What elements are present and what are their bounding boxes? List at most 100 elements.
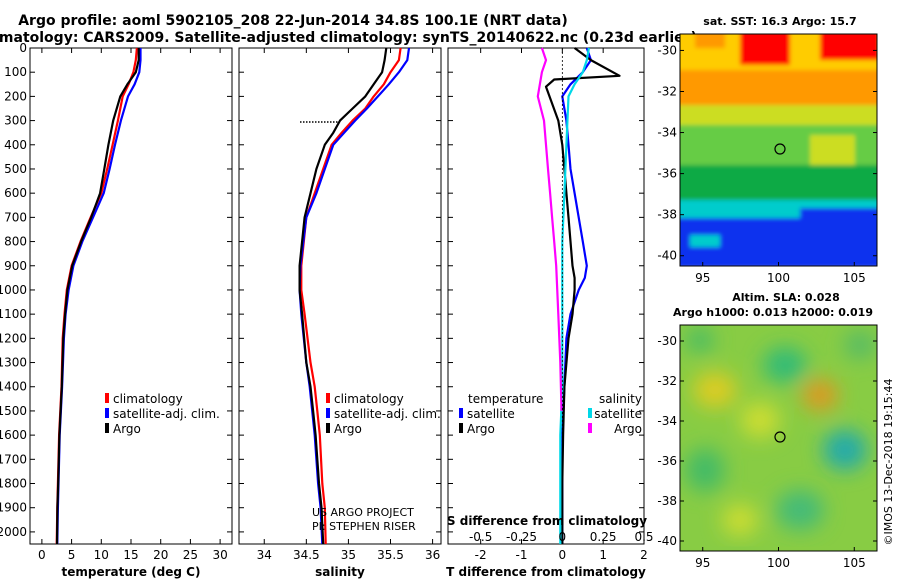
x-tick-label: -1: [516, 548, 528, 562]
pi-credit: PI: STEPHEN RISER: [312, 520, 416, 533]
legend-swatch-satellite: [326, 408, 330, 418]
x-tick-label-secondary: 0.25: [590, 530, 617, 544]
temperature-lines: [55, 47, 142, 545]
lat-tick-label: -40: [657, 249, 677, 263]
x-tick-label: 36: [425, 548, 440, 562]
legend-label-satellite: satellite-adj. clim.: [113, 407, 220, 421]
sst-map-field: [680, 34, 877, 266]
salinity-plot-frame: [238, 47, 442, 545]
imos-watermark: ©IMOS 13-Dec-2018 19:15:44: [882, 379, 895, 546]
legend-swatch-t-argo: [459, 423, 463, 433]
temperature-x-ticks: 0 5 10 15 20 25 30: [38, 48, 228, 562]
x-tick-label: 34.5: [293, 548, 320, 562]
lat-tick-label: -40: [657, 534, 677, 548]
x-tick-label: 25: [183, 548, 198, 562]
x-tick-label: 20: [153, 548, 168, 562]
lat-tick-label: -36: [657, 167, 677, 181]
sla-map-panel: Altim. SLA: 0.028 Argo h1000: 0.013 h200…: [657, 291, 878, 570]
legend-label-argo: Argo: [113, 422, 141, 436]
legend-swatch-t-satellite: [459, 408, 463, 418]
lon-tick-label: 95: [695, 556, 710, 570]
legend-label-climatology: climatology: [334, 392, 404, 406]
temperature-xlabel: temperature (deg C): [62, 565, 201, 579]
legend-label-climatology: climatology: [113, 392, 183, 406]
x-tick-label: 34: [257, 548, 272, 562]
temperature-panel: 0100200300400500600700800900100011001200…: [0, 41, 233, 579]
y-tick-label: 1900: [0, 501, 27, 515]
difference-x-ticks: -2 -1 0 1 2: [475, 48, 648, 562]
x-tick-label: 0: [559, 548, 567, 562]
x-tick-label: 30: [212, 548, 227, 562]
difference-panel: -2 -1 0 1 2 temperature satellite Argo salin…: [446, 47, 654, 579]
legend-swatch-climatology: [326, 393, 330, 403]
x-tick-label-secondary: 0.5: [634, 530, 653, 544]
y-tick-label: 800: [4, 235, 27, 249]
legend-swatch-satellite: [105, 408, 109, 418]
legend-label-argo: Argo: [334, 422, 362, 436]
x-tick-label: 2: [640, 548, 648, 562]
lon-tick-label: 105: [843, 556, 866, 570]
y-tick-label: 2000: [0, 525, 27, 539]
salinity-y-ticks: [239, 47, 441, 533]
series-line-argo: [55, 48, 140, 545]
legend-swatch-climatology: [105, 393, 109, 403]
y-tick-label: 1100: [0, 307, 27, 321]
lat-tick-label: -38: [657, 494, 677, 508]
legend-swatch-s-satellite: [588, 408, 592, 418]
sst-map-lat-ticks: -30 -32 -34 -36 -38 -40: [657, 43, 877, 263]
temperature-legend: climatology satellite-adj. clim. Argo: [105, 392, 220, 436]
lon-tick-label: 100: [767, 556, 790, 570]
salinity-xlabel: salinity: [315, 565, 365, 579]
y-tick-label: 200: [4, 89, 27, 103]
legend-swatch-argo: [326, 423, 330, 433]
lat-tick-label: -34: [657, 126, 677, 140]
y-tick-label: 1300: [0, 356, 27, 370]
y-tick-label: 1600: [0, 428, 27, 442]
argo-location-marker: [774, 431, 786, 443]
difference-xlabel: T difference from climatology: [446, 565, 646, 579]
sla-map-lon-ticks: 95 100 105: [695, 547, 866, 570]
sla-map-field: [680, 325, 877, 551]
lon-tick-label: 105: [843, 271, 866, 285]
legend-salinity-title: salinity: [599, 392, 642, 406]
title-line-2: Climatology: CARS2009. Satellite-adjuste…: [0, 30, 697, 46]
legend-label-t-satellite: satellite: [467, 407, 515, 421]
legend-temperature-title: temperature: [468, 392, 543, 406]
salinity-legend: climatology satellite-adj. clim. Argo: [326, 392, 441, 436]
salinity-lines: [298, 47, 411, 545]
lat-tick-label: -32: [657, 374, 677, 388]
lon-tick-label: 100: [767, 271, 790, 285]
difference-plot-frame: [447, 47, 645, 545]
x-tick-label: 0: [38, 548, 46, 562]
x-tick-label-secondary: 0: [559, 530, 567, 544]
difference-lines: [536, 47, 621, 544]
difference-xlabel-secondary: S difference from climatology: [447, 514, 647, 528]
x-tick-label: 15: [123, 548, 138, 562]
y-tick-label: 500: [4, 162, 27, 176]
x-tick-label-secondary: -0.25: [506, 530, 537, 544]
y-tick-label: 1800: [0, 477, 27, 491]
series-line-s-satellite: [559, 47, 590, 544]
y-tick-label: 1700: [0, 452, 27, 466]
title-line-1: Argo profile: aoml 5902105_208 22-Jun-20…: [18, 13, 568, 29]
legend-label-satellite: satellite-adj. clim.: [334, 407, 441, 421]
lat-tick-label: -30: [657, 334, 677, 348]
sst-map-title: sat. SST: 16.3 Argo: 15.7: [703, 15, 856, 28]
lat-tick-label: -38: [657, 208, 677, 222]
legend-swatch-s-argo: [588, 423, 592, 433]
y-tick-label: 1400: [0, 380, 27, 394]
temperature-y-ticks: 0 100 200 300 400 500 600 700 800 900 1000 1100 1200…: [0, 41, 232, 539]
sla-map-lat-ticks: -30 -32 -34 -36 -38 -40: [657, 334, 877, 548]
x-tick-label: 35.5: [377, 548, 404, 562]
y-tick-label: 1200: [0, 331, 27, 345]
series-line-s-argo: [536, 47, 563, 411]
y-tick-label: 100: [4, 65, 27, 79]
x-tick-label-secondary: -0.5: [469, 530, 492, 544]
legend-label-s-satellite: satellite: [594, 407, 642, 421]
series-line-argo: [298, 47, 388, 545]
y-tick-label: 300: [4, 114, 27, 128]
legend-swatch-argo: [105, 423, 109, 433]
sla-map-title: Altim. SLA: 0.028: [732, 291, 839, 304]
salinity-panel: 34 34.5 35 35.5 36 salinity climatology sate…: [238, 47, 442, 579]
